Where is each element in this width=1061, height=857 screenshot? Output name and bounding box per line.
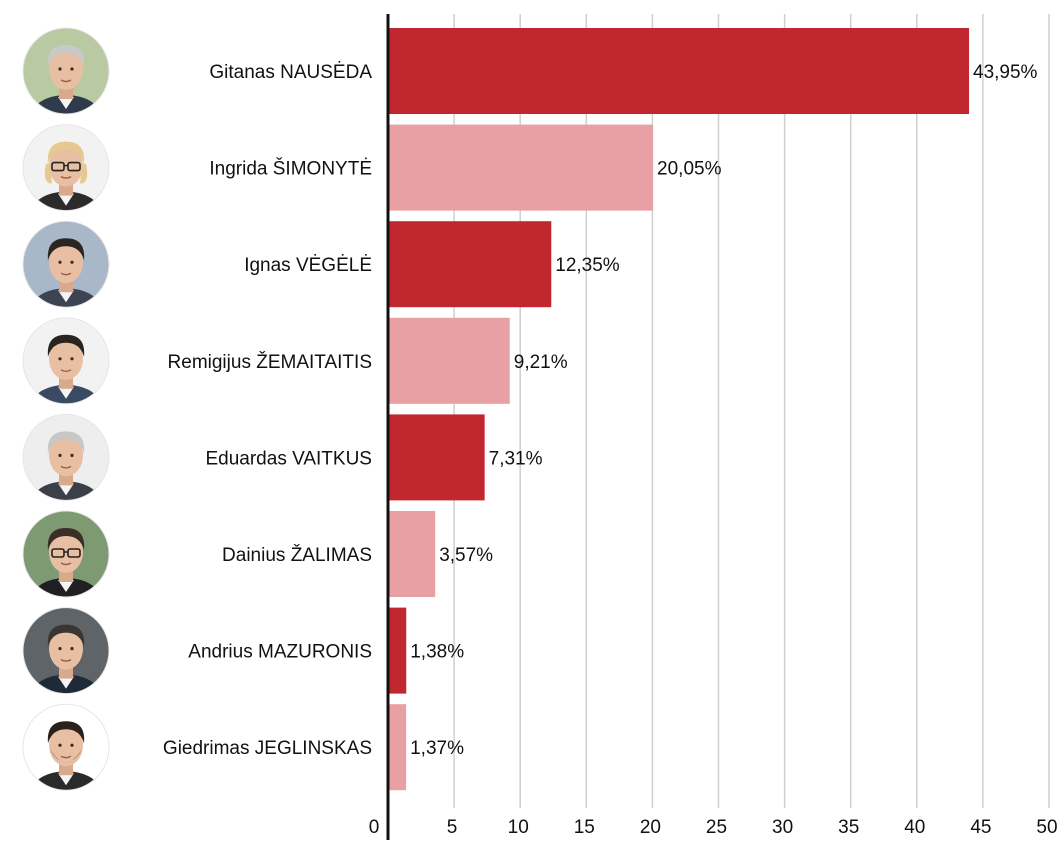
value-label: 43,95% (973, 62, 1038, 83)
candidate-label: Ignas VĖGĖLĖ (244, 255, 372, 276)
value-label: 1,37% (410, 738, 464, 759)
value-label: 12,35% (555, 255, 620, 276)
bar (388, 414, 485, 501)
value-label: 1,38% (410, 642, 464, 663)
x-tick-label: 30 (772, 817, 793, 838)
x-tick-label: 50 (1036, 817, 1057, 838)
portrait-short-hair-icon (22, 607, 110, 695)
bars (388, 28, 970, 791)
x-tick-label: 0 (369, 817, 380, 838)
x-tick-label: 45 (970, 817, 991, 838)
portrait-dark-hair-icon (22, 220, 110, 308)
x-tick-label: 5 (447, 817, 458, 838)
bar (388, 221, 552, 308)
candidate-label: Ingrida ŠIMONYTĖ (209, 158, 372, 180)
x-tick-label: 10 (508, 817, 529, 838)
candidate-label: Dainius ŽALIMAS (222, 544, 372, 566)
value-label: 3,57% (439, 545, 493, 566)
candidate-label: Andrius MAZURONIS (188, 642, 372, 663)
bar (388, 124, 654, 211)
axis: 0 5 10 15 20 25 30 35 40 45 50 (369, 14, 1058, 840)
portrait-beard-icon (22, 703, 110, 791)
x-tick-label: 35 (838, 817, 859, 838)
bar (388, 317, 510, 404)
avatars (22, 27, 110, 791)
bar (388, 704, 407, 791)
portrait-dark-hair-suit-icon (22, 317, 110, 405)
labels: 43,95% Gitanas NAUSĖDA 20,05% Ingrida ŠIMON… (163, 62, 1038, 759)
x-tick-label: 20 (640, 817, 661, 838)
x-tick-label: 25 (706, 817, 727, 838)
candidate-label: Giedrimas JEGLINSKAS (163, 738, 372, 759)
candidate-label: Eduardas VAITKUS (205, 448, 372, 469)
portrait-glasses-icon (22, 510, 110, 598)
x-tick-label: 15 (574, 817, 595, 838)
x-tick-label: 40 (904, 817, 925, 838)
portrait-gray-hair-older-icon (22, 413, 110, 501)
value-label: 7,31% (489, 448, 543, 469)
candidate-label: Gitanas NAUSĖDA (209, 62, 372, 83)
bar (388, 607, 407, 694)
portrait-blonde-glasses-icon (22, 124, 110, 212)
value-label: 9,21% (514, 352, 568, 373)
value-label: 20,05% (657, 159, 722, 180)
bar (388, 28, 970, 114)
candidate-label: Remigijus ŽEMAITAITIS (168, 351, 372, 373)
bar (388, 511, 436, 597)
portrait-gray-hair-icon (22, 27, 110, 115)
